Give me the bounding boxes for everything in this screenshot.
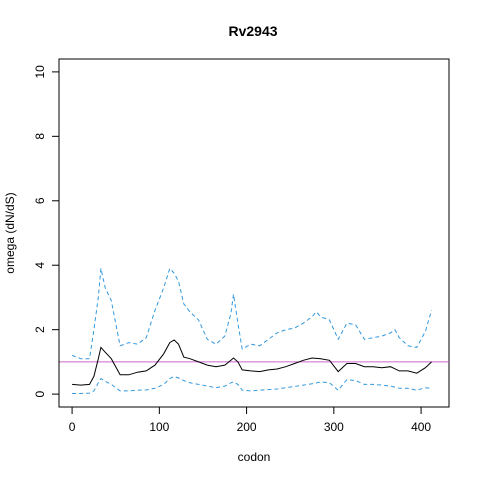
- y-tick-label: 4: [33, 262, 47, 269]
- y-tick-label: 0: [33, 390, 47, 397]
- chart-title: Rv2943: [228, 23, 277, 39]
- series-line-estimate: [72, 339, 432, 386]
- y-tick-label: 2: [33, 326, 47, 333]
- x-tick-label: 200: [237, 420, 257, 434]
- x-tick-label: 400: [411, 420, 431, 434]
- x-tick-label: 0: [69, 420, 76, 434]
- plot-frame: [58, 58, 450, 408]
- x-tick-label: 100: [149, 420, 169, 434]
- y-tick-label: 6: [33, 197, 47, 204]
- series-line-upper-bound: [71, 267, 433, 360]
- y-tick-label: 10: [33, 65, 47, 79]
- x-axis-label: codon: [238, 450, 271, 464]
- x-tick-label: 300: [324, 420, 344, 434]
- y-axis-label: omega (dN/dS): [3, 192, 17, 273]
- x-axis: 0 100 200 300 400: [69, 406, 431, 434]
- y-tick-label: 8: [33, 133, 47, 140]
- y-axis: 0 2 4 6 8 10: [33, 65, 60, 397]
- series-line-lower-bound: [72, 375, 432, 394]
- plot-area: [59, 267, 449, 394]
